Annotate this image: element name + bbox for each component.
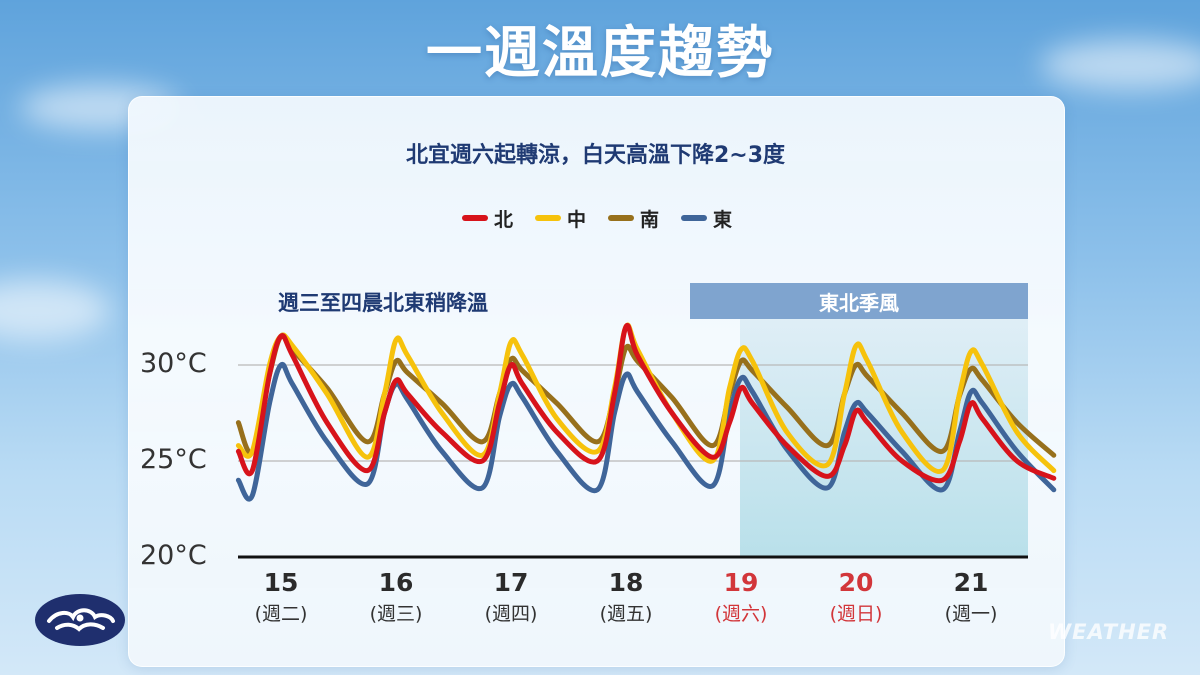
- x-tick-weekday: (週六): [714, 603, 768, 625]
- x-tick-weekday: (週一): [944, 603, 998, 625]
- legend-item-east: 東: [681, 205, 732, 232]
- legend-item-central: 中: [535, 205, 586, 232]
- chart-subtitle: 北宜週六起轉涼，白天高溫下降2~3度: [405, 143, 786, 168]
- x-tick-weekday: (週日): [829, 603, 883, 625]
- legend-item-south: 南: [608, 205, 659, 232]
- y-tick-label: 20°C: [140, 540, 207, 571]
- legend-swatch-east: [681, 215, 708, 221]
- x-tick-weekday: (週二): [254, 603, 308, 625]
- x-tick-label: 18 (週五): [576, 568, 676, 626]
- x-tick-weekday: (週四): [484, 603, 538, 625]
- x-tick-weekday: (週五): [599, 603, 653, 625]
- x-tick-day: 17: [493, 568, 529, 597]
- legend-swatch-north: [462, 215, 488, 221]
- x-tick-weekday: (週三): [369, 603, 423, 625]
- x-tick-day: 15: [263, 568, 299, 597]
- series-line-east: [235, 361, 1057, 502]
- y-tick-label: 25°C: [140, 444, 207, 475]
- chart-legend: 北 中 南 東: [462, 205, 754, 231]
- series-line-south: [235, 332, 1057, 458]
- x-tick-day: 18: [608, 568, 644, 597]
- y-tick-label: 30°C: [140, 348, 207, 379]
- x-tick-day: 16: [378, 568, 414, 597]
- legend-label-north: 北: [494, 208, 514, 231]
- background-cloud: [1040, 40, 1200, 90]
- legend-label-east: 東: [713, 208, 733, 231]
- x-tick-day: 20: [838, 568, 874, 597]
- watermark-logo: WEATHER: [1048, 620, 1170, 644]
- cloud-swirl-icon: [47, 608, 115, 632]
- legend-swatch-south: [608, 215, 635, 221]
- legend-swatch-central: [535, 215, 562, 221]
- x-tick-label: 19 (週六): [691, 568, 791, 626]
- legend-label-central: 中: [567, 208, 587, 231]
- chart-annotation-cooling: 週三至四晨北東稍降溫: [278, 291, 488, 315]
- weather-bureau-logo: [35, 594, 125, 646]
- series-line-north: [235, 322, 1057, 484]
- monsoon-banner: 東北季風: [690, 283, 1028, 319]
- page-title: 一週溫度趨勢: [426, 21, 774, 86]
- x-tick-label: 20 (週日): [806, 568, 906, 626]
- legend-label-south: 南: [640, 208, 660, 231]
- x-tick-day: 19: [723, 568, 759, 597]
- x-tick-label: 16 (週三): [346, 568, 446, 626]
- x-tick-label: 21 (週一): [921, 568, 1021, 626]
- x-tick-label: 15 (週二): [231, 568, 331, 626]
- legend-item-north: 北: [462, 205, 513, 232]
- x-tick-day: 21: [953, 568, 989, 597]
- x-tick-label: 17 (週四): [461, 568, 561, 626]
